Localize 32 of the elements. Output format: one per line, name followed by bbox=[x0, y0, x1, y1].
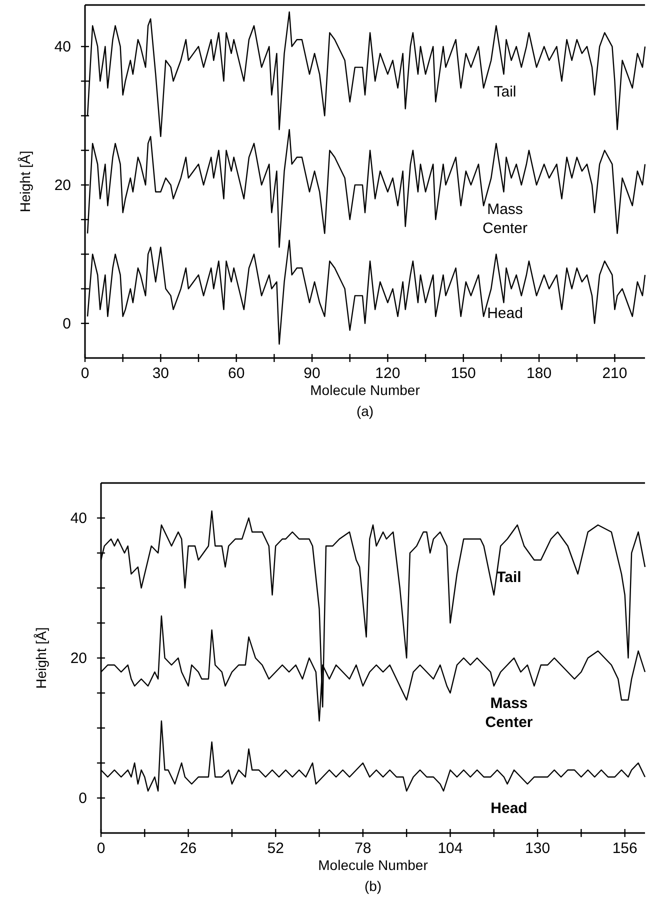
x-tick-label: 180 bbox=[526, 365, 552, 382]
y-tick-label: 40 bbox=[70, 510, 87, 527]
y-tick-label: 20 bbox=[70, 650, 87, 667]
x-tick-label: 0 bbox=[96, 840, 106, 857]
y-axis-title: Height [Å] bbox=[17, 150, 33, 212]
text: (a) bbox=[356, 403, 374, 419]
series-label: Mass Center bbox=[485, 695, 533, 731]
series-label: Head bbox=[490, 800, 528, 817]
x-tick-label: 156 bbox=[612, 840, 638, 857]
series-label: Head bbox=[487, 304, 523, 322]
y-tick-label: 0 bbox=[62, 315, 71, 332]
x-tick-label: 52 bbox=[267, 840, 284, 857]
y-axis-title: Height [Å] bbox=[33, 627, 49, 689]
x-tick-label: 26 bbox=[180, 840, 197, 857]
x-tick-label: 90 bbox=[304, 365, 320, 382]
y-tick-label: 20 bbox=[54, 176, 71, 194]
y-tick-label: 40 bbox=[54, 38, 71, 56]
series-label: Mass Center bbox=[482, 201, 528, 238]
x-tick-label: 60 bbox=[228, 365, 245, 382]
series-label: Tail bbox=[494, 83, 516, 100]
x-axis-title: Molecule Number bbox=[310, 382, 420, 398]
x-tick-label: 120 bbox=[375, 365, 400, 382]
x-tick-label: 130 bbox=[525, 840, 550, 857]
series-label: Tail bbox=[496, 569, 522, 586]
x-tick-label: 210 bbox=[602, 365, 628, 382]
x-tick-label: 30 bbox=[152, 365, 170, 382]
x-axis-title: Molecule Number bbox=[318, 857, 428, 873]
x-tick-label: 150 bbox=[450, 365, 476, 382]
y-tick-label: 0 bbox=[78, 790, 87, 807]
x-tick-label: 78 bbox=[354, 840, 372, 857]
text: (b) bbox=[364, 878, 382, 894]
x-tick-label: 104 bbox=[438, 840, 463, 857]
